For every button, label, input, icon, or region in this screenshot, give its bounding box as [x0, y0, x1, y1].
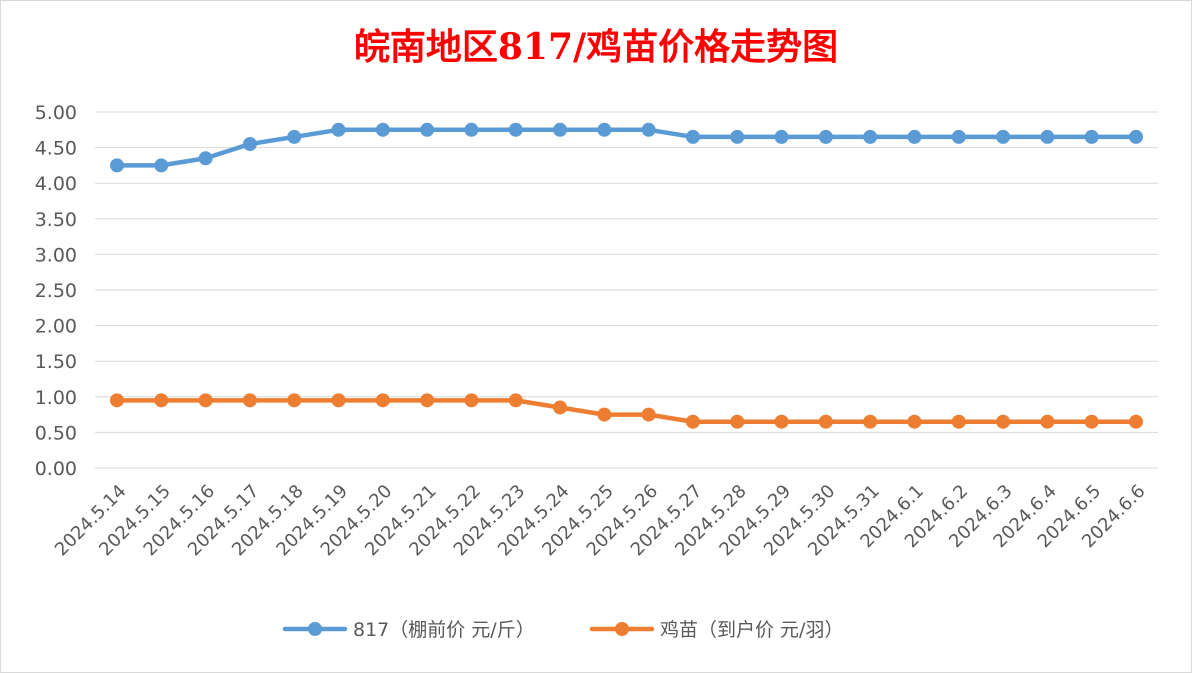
- legend: 817（棚前价 元/斤） 鸡苗（到户价 元/羽）: [282, 619, 843, 641]
- data-point: [420, 393, 435, 408]
- series-line-0: [114, 127, 1139, 168]
- y-tick-label: 4.00: [35, 173, 77, 195]
- data-point: [1040, 129, 1055, 144]
- data-point: [242, 393, 257, 408]
- data-point: [154, 393, 169, 408]
- y-tick-label: 5.00: [35, 102, 77, 124]
- data-point: [287, 129, 302, 144]
- data-point: [996, 129, 1011, 144]
- data-point: [685, 129, 700, 144]
- data-point: [774, 129, 789, 144]
- data-point: [1129, 414, 1143, 429]
- gridlines: [95, 111, 1158, 469]
- chart-title: 皖南地区817/鸡苗价格走势图: [353, 26, 839, 68]
- data-point: [907, 414, 922, 429]
- series-layer: [110, 122, 1143, 429]
- y-tick-label: 0.00: [35, 458, 77, 480]
- data-point: [1040, 414, 1055, 429]
- legend-marker-1: [615, 622, 629, 636]
- y-tick-label: 3.50: [35, 209, 77, 231]
- data-point: [198, 151, 213, 166]
- data-point: [508, 122, 523, 137]
- y-tick-label: 0.50: [35, 422, 77, 444]
- y-tick-label: 2.00: [35, 316, 77, 338]
- data-point: [1084, 414, 1099, 429]
- data-point: [774, 414, 789, 429]
- data-point: [198, 393, 213, 408]
- data-point: [863, 129, 878, 144]
- data-point: [553, 122, 568, 137]
- data-point: [641, 407, 656, 422]
- y-axis-ticks: 0.00 0.50 1.00 1.50 2.00 2.50 3.00 3.50 4.00 4.50…: [35, 102, 77, 480]
- data-point: [1084, 129, 1099, 144]
- data-point: [331, 393, 346, 408]
- legend-label-0: 817（棚前价 元/斤）: [353, 619, 535, 641]
- y-tick-label: 4.50: [35, 138, 77, 160]
- data-point: [508, 393, 523, 408]
- data-point: [907, 129, 922, 144]
- data-point: [685, 414, 700, 429]
- series-line-1: [114, 398, 1139, 424]
- data-point: [110, 158, 124, 173]
- data-point: [242, 137, 257, 152]
- data-point: [110, 393, 124, 408]
- legend-label-1: 鸡苗（到户价 元/羽）: [660, 619, 843, 641]
- data-point: [1129, 129, 1143, 144]
- data-point: [553, 400, 568, 415]
- data-point: [375, 393, 390, 408]
- data-point: [375, 122, 390, 137]
- data-point: [818, 129, 833, 144]
- data-point: [730, 414, 745, 429]
- y-tick-label: 1.50: [35, 351, 77, 373]
- data-point: [597, 122, 612, 137]
- data-point: [863, 414, 878, 429]
- data-point: [464, 393, 479, 408]
- data-point: [331, 122, 346, 137]
- y-tick-label: 2.50: [35, 280, 77, 302]
- y-tick-label: 1.00: [35, 387, 77, 409]
- legend-marker-0: [308, 622, 322, 636]
- data-point: [287, 393, 302, 408]
- data-point: [951, 129, 966, 144]
- data-point: [154, 158, 169, 173]
- data-point: [818, 414, 833, 429]
- data-point: [730, 129, 745, 144]
- x-axis-ticks: 2024.5.142024.5.152024.5.162024.5.172024…: [51, 481, 1150, 561]
- data-point: [996, 414, 1011, 429]
- data-point: [597, 407, 612, 422]
- data-point: [420, 122, 435, 137]
- data-point: [464, 122, 479, 137]
- y-tick-label: 3.00: [35, 244, 77, 266]
- data-point: [641, 122, 656, 137]
- data-point: [951, 414, 966, 429]
